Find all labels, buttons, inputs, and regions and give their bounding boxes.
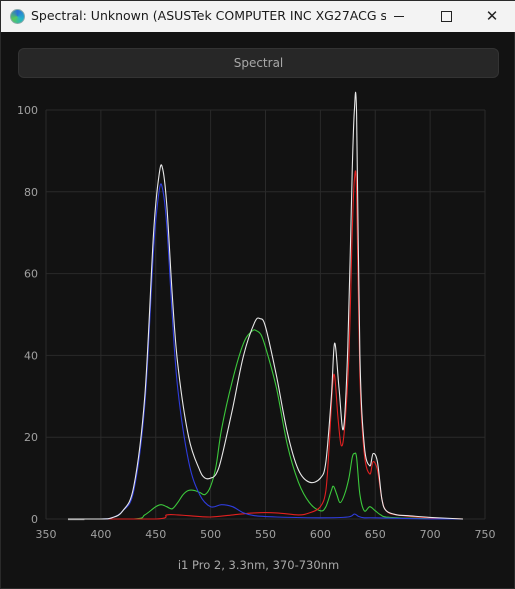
- x-tick-label: 700: [420, 528, 441, 541]
- maximize-button[interactable]: [423, 1, 469, 32]
- blue-series-line: [68, 183, 463, 520]
- x-tick-label: 650: [365, 528, 386, 541]
- minimize-icon: [394, 16, 404, 17]
- close-button[interactable]: ✕: [469, 1, 515, 32]
- x-tick-label: 600: [310, 528, 331, 541]
- window-title: Spectral: Unknown (ASUSTek COMPUTER INC …: [31, 8, 386, 23]
- white-series-line: [68, 91, 464, 520]
- x-tick-label: 450: [145, 528, 166, 541]
- x-tick-label: 500: [200, 528, 221, 541]
- title-bar[interactable]: Spectral: Unknown (ASUSTek COMPUTER INC …: [1, 1, 515, 32]
- spectral-chart: 350 400 450 500 550 600 650 700 750 0 20 40 60 80 100: [17, 91, 496, 541]
- red-series-line: [68, 170, 464, 520]
- y-tick-label: 20: [24, 431, 38, 444]
- close-icon: ✕: [485, 7, 499, 25]
- x-tick-label: 750: [475, 528, 496, 541]
- x-tick-label: 550: [255, 528, 276, 541]
- spectral-app-icon: [10, 9, 25, 24]
- x-tick-label: 350: [36, 528, 57, 541]
- maximize-icon: [440, 11, 452, 22]
- green-series-line: [68, 329, 464, 520]
- y-tick-label: 60: [24, 268, 38, 281]
- y-tick-label: 100: [17, 104, 38, 117]
- x-tick-label: 400: [90, 528, 111, 541]
- minimize-button[interactable]: [376, 1, 422, 32]
- spectral-plot: 350 400 450 500 550 600 650 700 750 0 20 40 60 80 100: [1, 91, 515, 561]
- y-tick-label: 0: [31, 513, 38, 526]
- spectral-mode-button[interactable]: Spectral: [18, 48, 499, 78]
- y-tick-label: 40: [24, 349, 38, 362]
- y-tick-label: 80: [24, 186, 38, 199]
- instrument-label: i1 Pro 2, 3.3nm, 370-730nm: [177, 558, 340, 572]
